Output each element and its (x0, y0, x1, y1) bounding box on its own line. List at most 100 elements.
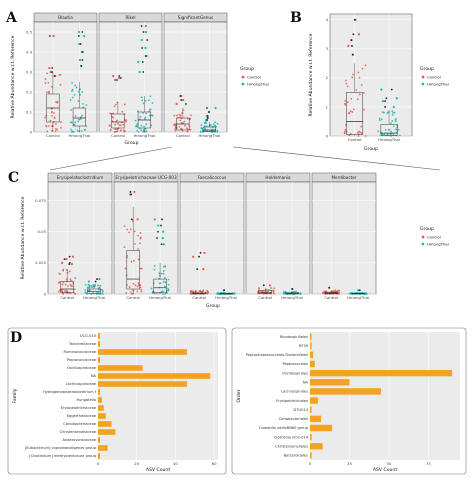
c-facet-1-point (167, 278, 170, 281)
c-facet-1-point (140, 290, 143, 293)
c-facet-1-xtick-label: HmongThai (149, 295, 171, 300)
a-facet-2-point (200, 127, 202, 129)
d-family-category-label: NA (91, 374, 97, 378)
c-facet-4-point (337, 293, 340, 295)
a-facet-0-point (71, 88, 74, 91)
a-facet-1-point (142, 131, 145, 133)
legend-c-hmong: HmongThai (427, 242, 449, 247)
connector-right (232, 146, 441, 171)
c-facet-1-outlier (153, 218, 156, 221)
a-facet-0-outlier (48, 66, 51, 70)
d-order-ylabel: Order (236, 389, 242, 402)
a-facet-2-point (184, 124, 186, 127)
c-facet-0-outlier-black (94, 280, 97, 283)
c-facet-1-outlier-black (157, 230, 159, 233)
c-facet-1-point (132, 220, 134, 222)
a-facet-0-point (56, 128, 59, 131)
c-facet-2-point (195, 289, 197, 292)
c-facet-1-point (159, 282, 161, 285)
a-facet-0-outlier (77, 30, 80, 34)
b-box (346, 92, 364, 135)
b-ytick-label: 0 (326, 133, 329, 138)
b-point (391, 114, 394, 116)
b-point (344, 129, 347, 131)
c-facet-0-point (99, 284, 102, 287)
c-facet-0-outlier-black (68, 255, 71, 258)
b-outlier-black (384, 100, 386, 103)
a-facet-1-point (114, 128, 117, 131)
b-point (356, 98, 359, 101)
panel-d-order-bars: 0 25 50 75 Rhodospirillales RF39 Peptostreptoc… (236, 332, 460, 473)
a-facet-1-outlier (112, 74, 115, 78)
c-facet-2-point (207, 290, 209, 293)
c-facet-2-outlier (192, 255, 195, 258)
b-point (384, 128, 387, 131)
a-facet-1-point (145, 130, 148, 133)
d-family-category-label: [Eubacterium] coprostanoligenes group (25, 446, 97, 450)
c-facet-3-outlier-black (291, 288, 294, 290)
legend-b-control-marker (421, 75, 425, 79)
c-facet-3-xtick-label: Control (258, 295, 272, 300)
d-family-category-label: Oscillospiraceae (67, 366, 97, 370)
b-point (386, 133, 389, 136)
c-facet-1-point (164, 281, 167, 284)
c-facet-0-point (84, 288, 87, 291)
c-facet-1-point (140, 236, 142, 239)
c-facet-3-point (273, 292, 275, 295)
a-facet-2-outlier-black (206, 115, 209, 117)
c-facet-1-point (131, 293, 134, 295)
c-facet-1-point (139, 242, 141, 245)
legend-c: Group Control HmongThai (420, 226, 449, 247)
d-family-category-label: [Clostridium] methylpentosum group (29, 454, 96, 458)
b-point (350, 97, 353, 100)
c-facet-1-outlier-black (130, 218, 133, 221)
a-facet-2-box (202, 126, 216, 132)
legend-b: Group Control HmongThai (420, 66, 449, 87)
a-facet-0-point (77, 100, 80, 103)
c-facet-1-point (137, 248, 139, 250)
a-facet-1-point (141, 99, 144, 102)
a-facet-1-outlier-black (118, 75, 121, 77)
panel-d-family-bars: 0 20 40 60 UCG-010 Tannerellaceae Ruminococcac… (12, 332, 218, 473)
c-facet-3-point (273, 287, 275, 290)
d-family-bar (98, 365, 143, 371)
a-facet-0-point (44, 82, 47, 85)
a-facet-2-point (203, 125, 206, 127)
connector-left (49, 146, 173, 171)
c-facet-4-point (333, 290, 336, 293)
c-facet-2-point (206, 292, 209, 295)
c-facet-2-point (201, 290, 204, 293)
b-point (360, 125, 363, 128)
a-facet-2-point (183, 120, 186, 123)
a-facet-0-point (79, 88, 81, 91)
c-facet-1-xtick-label: Control (126, 295, 140, 300)
a-facet-1-point (145, 123, 148, 126)
c-facet-1-point (162, 272, 165, 275)
d-order-category-label: Oscillospirales (282, 371, 308, 375)
c-facet-1-point (167, 289, 170, 292)
a-facet-2-point (214, 121, 217, 124)
a-facet-0-outlier (78, 42, 81, 46)
c-facet-1-point (134, 242, 136, 245)
b-panel-bg (329, 13, 413, 137)
a-facet-1-point (123, 130, 125, 133)
d-order-bar (310, 424, 333, 432)
a-facet-2-strip-label: SignificantGenus (178, 15, 213, 20)
c-facet-0-point (93, 285, 96, 288)
b-ytick-label: 2 (326, 75, 329, 80)
a-facet-1-outlier (138, 70, 141, 74)
a-facet-0-point (53, 117, 56, 119)
c-facet-1-outlier (161, 236, 164, 240)
c-facet-2-point (190, 292, 193, 295)
d-order-bar (310, 388, 382, 395)
a-facet-1-point (149, 114, 151, 117)
a-facet-1-xtick-label: Control (111, 133, 125, 138)
a-facet-1-point (147, 99, 150, 102)
a-facet-0-point (55, 123, 57, 126)
c-facet-0-point (88, 284, 91, 287)
a-facet-1-strip-label: Rikel (125, 15, 135, 20)
c-facet-1-point (136, 285, 139, 288)
c-facet-0-outlier-black (63, 258, 66, 261)
d-order-bar (310, 406, 312, 413)
a-facet-0-point (69, 99, 72, 101)
